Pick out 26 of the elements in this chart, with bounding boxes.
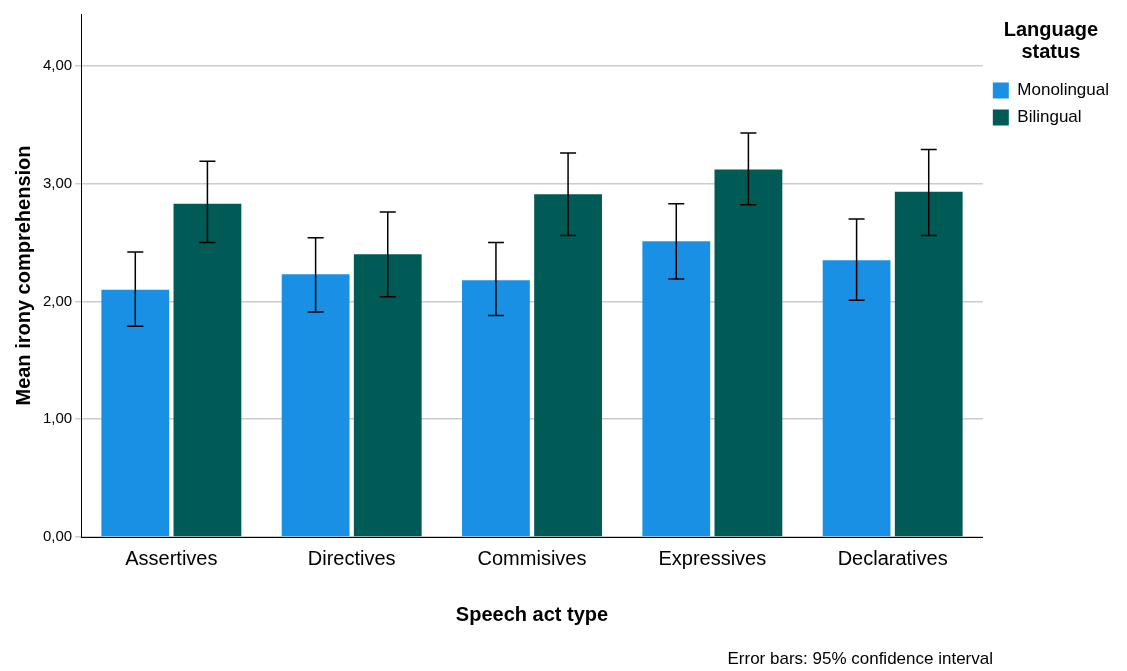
legend-title: Language status <box>1003 17 1099 62</box>
legend-label: Bilingual <box>1017 107 1082 127</box>
bar <box>534 194 602 537</box>
bar <box>281 274 350 537</box>
y-axis-title: Mean irony comprehension <box>11 145 34 406</box>
y-tick-label: 0,00 <box>42 527 73 545</box>
text: Error bars: 95% confidence interval <box>727 649 993 669</box>
x-tick-label: Assertives <box>125 546 218 569</box>
bar <box>101 289 170 537</box>
bar <box>822 260 891 537</box>
x-tick-label: Directives <box>307 546 396 569</box>
x-axis-title: Speech act type <box>455 602 609 625</box>
y-tick-label: 2,00 <box>42 291 73 309</box>
x-tick-label: Expressives <box>658 546 767 569</box>
x-tick-label: Declaratives <box>837 546 948 569</box>
bar <box>714 169 783 537</box>
bar <box>462 280 530 537</box>
y-tick-label: 3,00 <box>42 173 73 191</box>
x-tick-label: Commisives <box>477 546 587 569</box>
y-tick-label: 4,00 <box>42 55 73 73</box>
legend-label: Monolingual <box>1017 80 1110 100</box>
y-tick-label: 1,00 <box>42 409 73 427</box>
bar <box>894 191 963 537</box>
bar <box>353 254 422 537</box>
bar <box>642 241 711 537</box>
bar <box>173 203 242 537</box>
